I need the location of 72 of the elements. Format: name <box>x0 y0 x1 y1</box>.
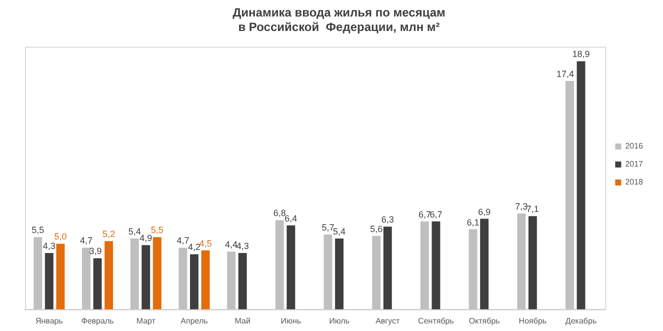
data-label: 5,5 <box>32 225 44 236</box>
bar <box>178 248 188 310</box>
x-tick-label: Ноябрь <box>518 316 547 326</box>
data-label: 6,7 <box>418 209 431 220</box>
bar <box>227 252 236 310</box>
data-label: 18,9 <box>572 49 590 60</box>
data-label: 4,3 <box>42 240 56 251</box>
data-label: 5,5 <box>150 225 164 236</box>
data-label: 3,9 <box>89 246 102 256</box>
data-label: 4,2 <box>188 242 200 252</box>
bar <box>142 245 150 310</box>
bar <box>44 252 54 310</box>
bar <box>372 236 381 310</box>
data-label: 17,4 <box>556 68 574 79</box>
data-label: 5,2 <box>102 229 116 240</box>
legend-label: 2018 <box>625 178 644 187</box>
bar <box>528 216 537 310</box>
data-label: 5,7 <box>322 222 334 233</box>
data-label: 5,6 <box>370 224 383 234</box>
bar <box>82 248 90 310</box>
data-label: 4,7 <box>80 236 92 246</box>
bar <box>34 237 42 310</box>
x-tick-label: Май <box>234 316 250 326</box>
bar <box>286 225 296 310</box>
x-tick-label: Январь <box>35 316 63 326</box>
bar <box>190 254 198 310</box>
data-label: 5,4 <box>128 226 141 236</box>
bar <box>104 241 114 310</box>
data-label: 6,8 <box>273 208 286 218</box>
data-label: 6,1 <box>466 217 480 228</box>
data-label: 4,3 <box>236 240 249 251</box>
legend-label: 2016 <box>625 142 644 151</box>
bar <box>324 234 332 310</box>
bar <box>275 220 284 310</box>
data-label: 5,4 <box>333 226 346 236</box>
bar <box>383 226 392 310</box>
bar <box>432 221 440 310</box>
bar <box>468 229 478 310</box>
data-label: 4,7 <box>176 236 190 246</box>
x-tick-label: Июнь <box>280 316 302 326</box>
bar <box>56 244 65 310</box>
bar <box>335 238 344 310</box>
data-label: 7,1 <box>526 204 539 214</box>
x-tick-label: Июль <box>329 316 350 326</box>
data-label: 6,9 <box>478 206 491 217</box>
x-tick-label: Октябрь <box>468 316 500 326</box>
data-label: 4,4 <box>225 240 238 250</box>
data-label: 6,4 <box>284 213 298 224</box>
bar <box>201 250 210 310</box>
x-tick-label: Апрель <box>180 316 208 326</box>
x-tick-label: Сентябрь <box>418 316 454 326</box>
bar <box>420 221 429 310</box>
data-label: 4,5 <box>199 238 212 248</box>
bar <box>130 238 139 310</box>
bar <box>517 214 526 310</box>
bar <box>566 80 574 310</box>
x-tick-label: Декабрь <box>565 316 597 326</box>
x-tick-label: Август <box>376 316 400 326</box>
data-label: 4,9 <box>140 233 152 244</box>
bar <box>576 61 586 310</box>
data-label: 7,3 <box>515 202 528 212</box>
bar <box>480 218 489 310</box>
data-label: 5,0 <box>54 232 67 242</box>
data-label: 6,7 <box>430 209 442 220</box>
bar <box>93 258 102 310</box>
bar <box>152 237 162 310</box>
x-tick-label: Февраль <box>81 316 114 326</box>
chart-title: Динамика ввода жилья по месяцам в Российской Федерации, млн м² <box>232 6 446 34</box>
data-label: 6,3 <box>381 214 394 225</box>
legend-label: 2017 <box>625 160 644 169</box>
x-tick-label: Март <box>136 316 156 326</box>
bar <box>238 252 247 310</box>
